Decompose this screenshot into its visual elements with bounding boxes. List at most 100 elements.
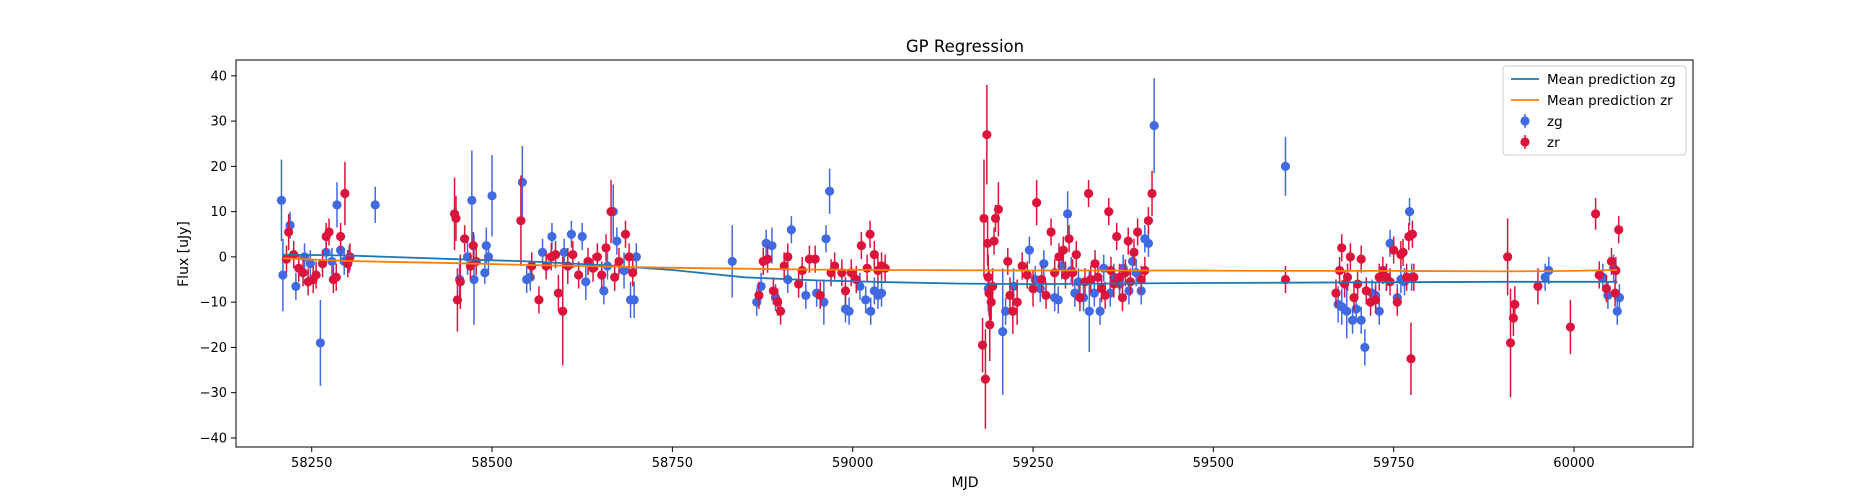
y-tick-label: −20 (200, 341, 227, 356)
legend-entry-mean-prediction-zr: Mean prediction zr (1511, 93, 1673, 109)
zr-point (1093, 272, 1103, 282)
zg-point (861, 295, 871, 305)
zr-point (1147, 188, 1157, 199)
zr-point (1606, 256, 1617, 267)
zg-point (855, 281, 865, 291)
zr-point (1050, 268, 1060, 278)
marks-layer (276, 78, 1625, 429)
zr-point (311, 270, 321, 280)
zr-point (1143, 216, 1154, 226)
axes-layer: 58250 58500 58750 59000 59250 59500 59750 60000… (200, 59, 1694, 471)
zr-point (460, 234, 470, 244)
zg-point (1280, 161, 1291, 171)
zr-point (606, 207, 616, 217)
y-tick-label: −30 (200, 386, 227, 401)
zr-point (993, 204, 1004, 214)
zr-point (815, 290, 825, 300)
x-axis-label: MJD (952, 475, 979, 491)
x-tick-label: 59000 (832, 456, 873, 471)
zr-point (1096, 283, 1107, 294)
zg-point (315, 338, 325, 348)
zr-point (986, 297, 996, 307)
zr-point (1086, 274, 1096, 285)
zr-point (1337, 243, 1347, 253)
zg-point (1143, 238, 1154, 248)
zr-point (1349, 293, 1359, 303)
zr-point (1505, 338, 1516, 348)
zr-point (1008, 306, 1018, 316)
x-tick-label: 58500 (471, 456, 512, 471)
zr-point (1533, 281, 1543, 291)
zg-point (1124, 286, 1134, 296)
legend-marker-swatch (1520, 116, 1530, 126)
zr-point (335, 231, 346, 242)
legend: Mean prediction zg Mean prediction zr zg zr (1502, 65, 1687, 156)
y-tick-label: −10 (200, 296, 227, 311)
zg-point (327, 256, 337, 267)
zr-point (553, 288, 564, 298)
chart-title: GP Regression (906, 37, 1024, 56)
y-tick-label: 0 (219, 250, 227, 265)
legend-label: zg (1547, 114, 1563, 130)
zr-point (628, 268, 638, 278)
x-tick-label: 59750 (1373, 456, 1414, 471)
y-tick-label: 30 (210, 115, 227, 130)
zg-point (1035, 283, 1045, 294)
zg-point (821, 234, 831, 244)
zr-point (1120, 268, 1130, 278)
zg-point (547, 231, 557, 242)
zr-point (1046, 227, 1056, 237)
zr-point (856, 240, 866, 251)
zr-point (614, 256, 624, 267)
zr-point (1371, 295, 1381, 305)
zg-point (276, 195, 287, 205)
y-tick-label: 10 (210, 205, 227, 220)
zr-point (840, 286, 851, 296)
zr-point (1054, 252, 1064, 262)
zr-point (284, 227, 294, 237)
zg-point (370, 200, 380, 210)
zr-point (1003, 256, 1013, 267)
zr-point (1104, 207, 1114, 217)
zr-point (1129, 247, 1139, 257)
zr-point (534, 295, 544, 305)
x-tick-label: 58750 (652, 456, 693, 471)
zr-point (1601, 283, 1612, 294)
zg-point (581, 277, 591, 287)
legend-entry-mean-prediction-zg: Mean prediction zg (1511, 72, 1676, 88)
zr-point (1125, 277, 1135, 287)
zg-point (1039, 259, 1049, 269)
zr-point (1565, 322, 1575, 332)
zr-point (1041, 290, 1051, 300)
zr-point (779, 261, 789, 271)
zr-point (1123, 236, 1133, 246)
x-tick-label: 60000 (1553, 456, 1594, 471)
zg-point (525, 272, 535, 282)
zr-point (1591, 209, 1601, 219)
zr-point (851, 274, 861, 285)
zg-point (1347, 315, 1358, 325)
zr-point (1133, 227, 1143, 237)
zr-point (980, 374, 991, 384)
zr-point (982, 130, 992, 140)
zg-point (786, 225, 796, 235)
zg-point (1351, 304, 1361, 314)
zr-point (865, 229, 875, 239)
zg-point (291, 281, 301, 291)
zg-point (517, 177, 527, 187)
zg-point (1089, 288, 1099, 298)
zg-point (866, 306, 876, 316)
zr-point (601, 243, 611, 253)
x-tick-label: 58250 (291, 456, 332, 471)
zg-point (332, 200, 342, 210)
zr-point (1409, 272, 1419, 282)
legend-entry-zg: zg (1520, 114, 1563, 130)
zr-point (1071, 250, 1081, 260)
zg-point (469, 274, 479, 285)
zr-point (340, 188, 350, 199)
zg-point (1374, 306, 1384, 316)
zr-point (624, 252, 634, 262)
zr-point (516, 216, 526, 226)
zr-point (762, 254, 773, 264)
